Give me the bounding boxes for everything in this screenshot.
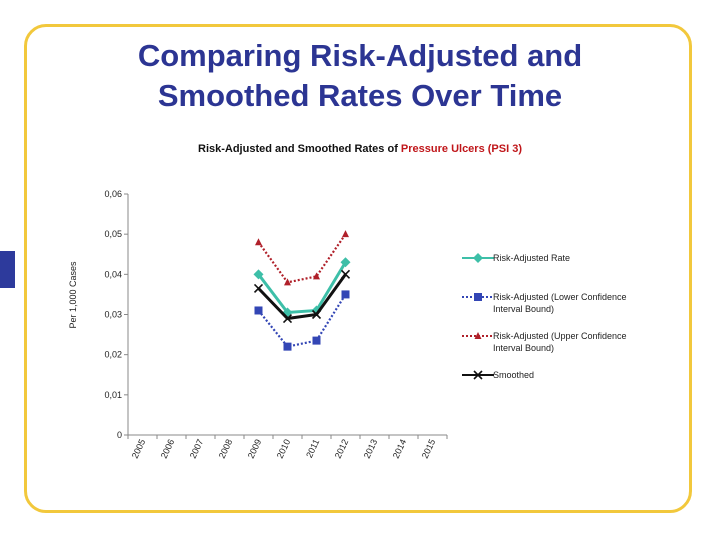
- x-tick-label: 2010: [275, 438, 293, 460]
- data-point: [340, 269, 351, 279]
- data-point: [255, 238, 262, 246]
- legend-entry-1: Risk-Adjusted Rate: [462, 253, 570, 263]
- legend-label: Risk-Adjusted (Lower Confidence Interval …: [493, 292, 627, 314]
- data-point: [253, 269, 264, 280]
- legend-entry-2: Risk-Adjusted (Lower Confidence Interval …: [462, 292, 627, 314]
- data-point: [282, 313, 293, 324]
- data-point: [340, 257, 351, 268]
- series-2: [254, 290, 350, 351]
- y-tick-label: 0,02: [104, 350, 122, 360]
- x-tick-label: 2007: [188, 438, 206, 460]
- x-tick-label: 2006: [159, 438, 177, 460]
- x-tick-label: 2012: [333, 438, 351, 460]
- y-tick-label: 0,04: [104, 269, 122, 279]
- x-tick-label: 2013: [362, 438, 380, 460]
- y-tick-label: 0,06: [104, 189, 122, 199]
- y-tick-label: 0: [117, 430, 122, 440]
- series-line: [257, 233, 347, 284]
- data-point: [254, 306, 263, 315]
- slide-title: Comparing Risk-Adjusted and Smoothed Rat…: [60, 36, 660, 116]
- legend-label: Smoothed: [493, 370, 534, 380]
- chart-axes: 0 0,01 0,02 0,03 0,04 0,05 0,06 2005 2006 2007 200…: [68, 189, 448, 460]
- legend-label: Risk-Adjusted (Upper Confidence Interval …: [493, 331, 627, 353]
- y-axis-label: Per 1,000 Cases: [68, 261, 78, 329]
- data-point: [284, 278, 291, 286]
- x-tick-label: 2008: [217, 438, 235, 460]
- slide-side-tab: [0, 251, 15, 288]
- chart-legend: Risk-Adjusted Rate Risk-Adjusted (Lower C…: [462, 253, 627, 380]
- legend-marker: [473, 370, 483, 380]
- data-point: [312, 336, 321, 345]
- x-tick-label: 2015: [420, 438, 438, 460]
- slide-title-line-1: Comparing Risk-Adjusted and: [137, 38, 583, 73]
- legend-label: Risk-Adjusted Rate: [493, 253, 570, 263]
- x-tick-label: 2014: [391, 438, 409, 460]
- series-line: [257, 293, 347, 348]
- chart-series: [253, 230, 351, 351]
- legend-entry-3: Risk-Adjusted (Upper Confidence Interval …: [462, 331, 627, 353]
- series-line: [257, 273, 347, 321]
- slide-title-line-2: Smoothed Rates Over Time: [157, 78, 563, 113]
- data-point: [341, 290, 350, 299]
- chart-title-prefix: Risk-Adjusted and Smoothed Rates of: [198, 143, 401, 155]
- data-point: [313, 272, 320, 280]
- x-tick-label: 2009: [246, 438, 264, 460]
- legend-marker: [474, 332, 482, 339]
- x-tick-label: 2005: [130, 438, 148, 460]
- y-tick-label: 0,01: [104, 390, 122, 400]
- chart-title: Risk-Adjusted and Smoothed Rates of Pres…: [60, 143, 660, 155]
- y-tick-label: 0,03: [104, 310, 122, 320]
- series-line: [257, 261, 347, 315]
- legend-entry-4: Smoothed: [462, 370, 534, 380]
- data-point: [311, 309, 322, 320]
- legend-marker: [473, 253, 483, 263]
- legend-marker: [474, 293, 482, 301]
- x-tick-label: 2011: [304, 438, 321, 460]
- y-tick-label: 0,05: [104, 229, 122, 239]
- series-4: [253, 269, 351, 324]
- series-3: [255, 230, 349, 286]
- data-point: [342, 230, 349, 238]
- data-point: [283, 342, 292, 351]
- chart-title-highlight: Pressure Ulcers (PSI 3): [400, 143, 522, 155]
- data-point: [253, 283, 264, 293]
- slide-frame: [24, 24, 692, 513]
